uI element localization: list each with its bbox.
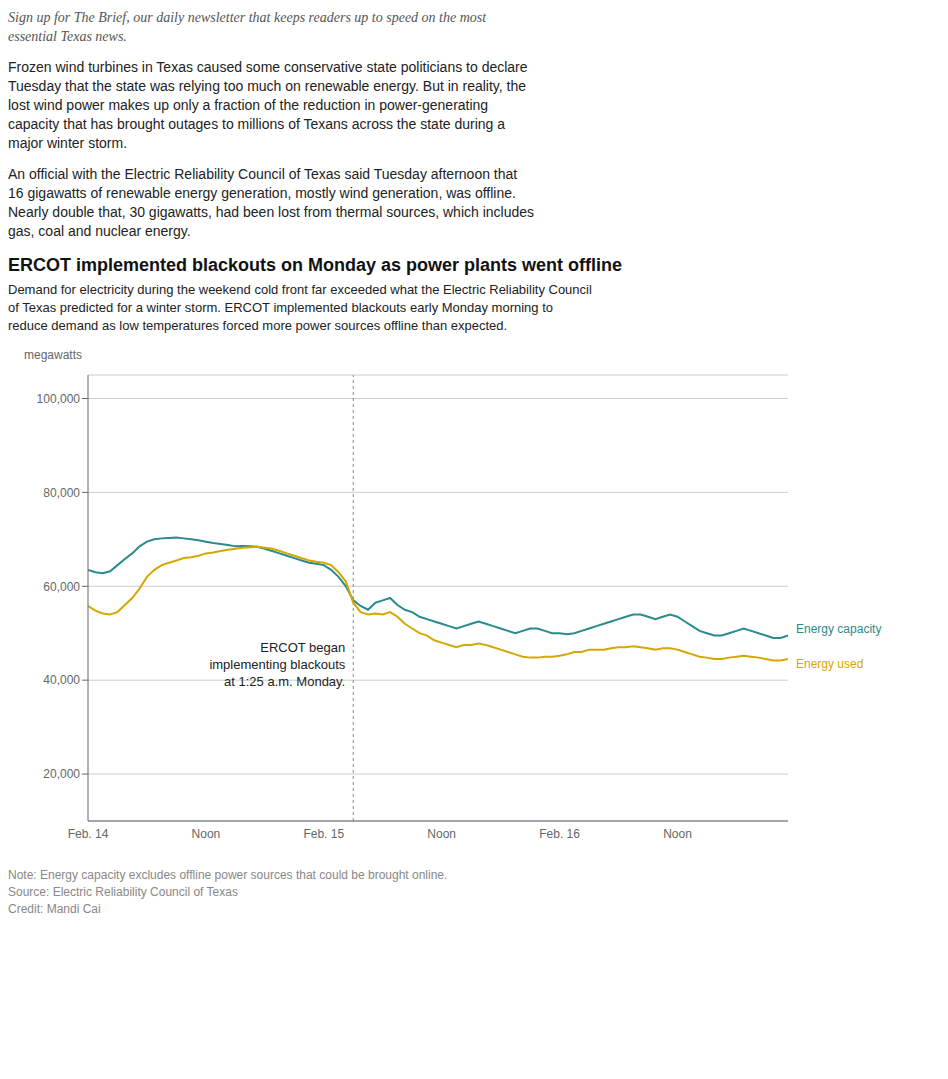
html-text:Frozen wind turbines in Texas: Frozen wind turbines in Texas caused som… — [8, 59, 528, 75]
svg-text:Noon: Noon — [427, 827, 456, 841]
svg-text:megawatts: megawatts — [24, 348, 82, 362]
html-text:Note: Energy capacity excludes: Note: Energy capacity excludes offline p… — [8, 868, 448, 882]
svg-text:Noon: Noon — [192, 827, 221, 841]
html-text:16 gigawatts of renewable ener: 16 gigawatts of renewable energy generat… — [8, 185, 516, 201]
html-text:Demand for electricity during: Demand for electricity during the weeken… — [8, 282, 592, 297]
svg-text:20,000: 20,000 — [43, 767, 80, 781]
html-text:gas, coal and nuclear energy.: gas, coal and nuclear energy. — [8, 223, 191, 239]
svg-text:Feb. 15: Feb. 15 — [303, 827, 344, 841]
html-text:ERCOT implemented blackouts on: ERCOT implemented blackouts on Monday as… — [8, 255, 623, 275]
html-text:capacity that has brought outa: capacity that has brought outages to mil… — [8, 116, 505, 132]
svg-text:Energy used: Energy used — [796, 657, 863, 671]
svg-text:Energy capacity: Energy capacity — [796, 622, 881, 636]
html-text:essential Texas news.: essential Texas news. — [8, 29, 127, 44]
html-text:Source: Electric Reliability C: Source: Electric Reliability Council of … — [8, 885, 238, 899]
html-text:Credit: Mandi Cai: Credit: Mandi Cai — [8, 902, 101, 916]
svg-text:60,000: 60,000 — [43, 580, 80, 594]
svg-text:80,000: 80,000 — [43, 486, 80, 500]
html-text:reduce demand as low temperatu: reduce demand as low temperatures forced… — [8, 318, 508, 333]
svg-text:Feb. 16: Feb. 16 — [539, 827, 580, 841]
html-text:Sign up for The Brief, our dai: Sign up for The Brief, our daily newslet… — [8, 10, 487, 25]
html-text:of Texas predicted for a winte: of Texas predicted for a winter storm. E… — [8, 300, 553, 315]
svg-text:40,000: 40,000 — [43, 673, 80, 687]
html-text:lost wind power makes up only: lost wind power makes up only a fraction… — [8, 97, 489, 113]
html-text:Tuesday that the state was rel: Tuesday that the state was relying too m… — [8, 78, 526, 94]
svg-text:100,000: 100,000 — [37, 392, 81, 406]
html-text:Nearly double that, 30 gigawat: Nearly double that, 30 gigawatts, had be… — [8, 204, 535, 220]
html-text:An official with the Electric: An official with the Electric Reliabilit… — [8, 166, 518, 182]
svg-text:Noon: Noon — [663, 827, 692, 841]
svg-text:Feb. 14: Feb. 14 — [68, 827, 109, 841]
html-text:major winter storm.: major winter storm. — [8, 135, 127, 151]
svg-text:ERCOT beganimplementing blacko: ERCOT beganimplementing blackoutsat 1:25… — [209, 640, 345, 689]
